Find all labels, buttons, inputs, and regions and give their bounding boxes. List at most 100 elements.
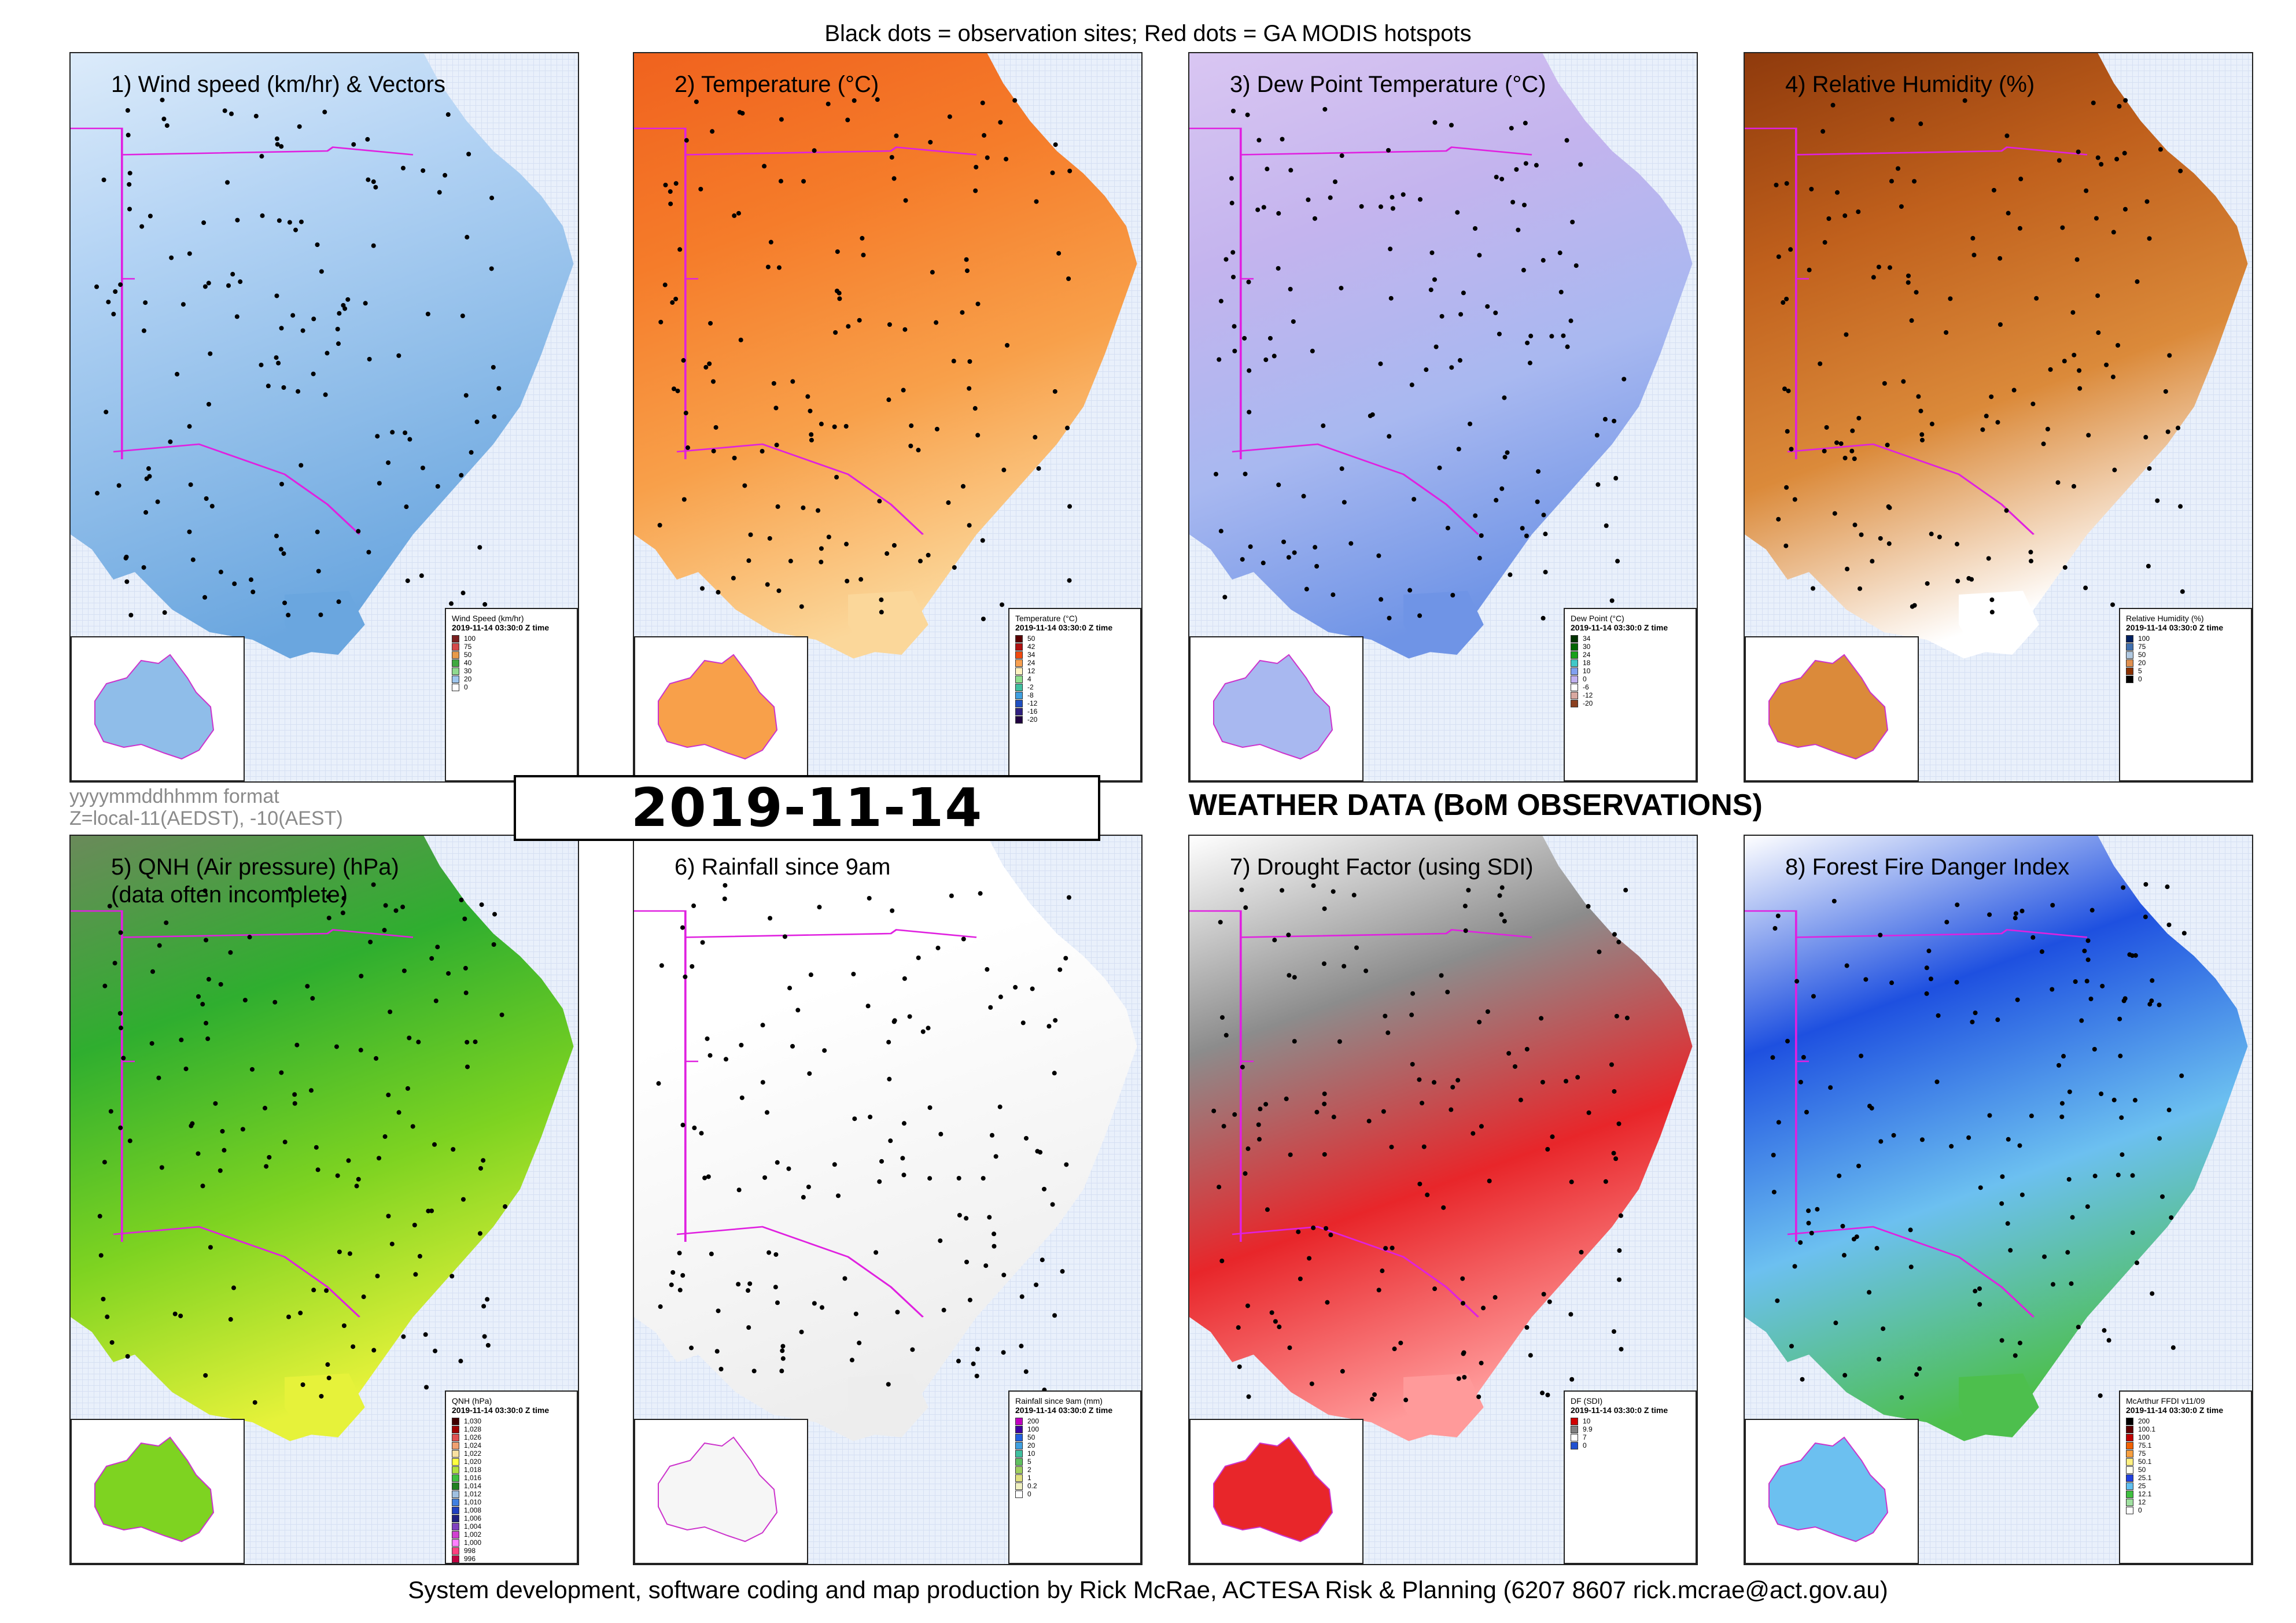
observation-site-dot [180, 302, 186, 307]
observation-site-dot [156, 1075, 161, 1080]
observation-site-dot [1311, 883, 1316, 888]
observation-site-dot [852, 98, 857, 103]
observation-site-dot [1298, 1277, 1303, 1282]
observation-site-dot [809, 437, 814, 442]
observation-site-dot [2065, 1250, 2070, 1255]
observation-site-dot [895, 1310, 900, 1315]
observation-site-dot [351, 1344, 356, 1349]
legend-items: 10 9.9 7 0 [1571, 1417, 1690, 1450]
observation-site-dot [2091, 100, 2096, 105]
observation-site-dot [218, 569, 223, 574]
observation-site-dot [2111, 230, 2116, 235]
observation-site-dot [2077, 386, 2083, 391]
observation-site-dot [846, 324, 851, 329]
legend-swatch [2126, 1507, 2133, 1515]
observation-site-dot [290, 313, 296, 318]
observation-site-dot [819, 422, 824, 427]
legend-label: 100 [2138, 1433, 2150, 1441]
legend-label: 1,002 [464, 1530, 482, 1539]
legend-item: 50 [2126, 1466, 2245, 1474]
observation-site-dot [2015, 997, 2020, 1002]
observation-site-dot [656, 1081, 661, 1086]
observation-site-dot [1499, 176, 1505, 182]
observation-site-dot [809, 432, 814, 437]
observation-site-dot [1844, 332, 1849, 337]
observation-site-dot [1481, 1305, 1486, 1311]
observation-site-dot [168, 439, 173, 444]
observation-site-dot [1230, 108, 1236, 113]
legend-item: 0 [2126, 675, 2245, 684]
observation-site-dot [1267, 335, 1273, 341]
observation-site-dot [961, 936, 966, 942]
observation-site-dot [322, 109, 327, 115]
observation-site-dot [2143, 434, 2148, 440]
observation-site-dot [435, 945, 440, 950]
observation-site-dot [1541, 512, 1546, 518]
observation-site-dot [371, 243, 376, 248]
observation-site-dot [491, 942, 496, 947]
observation-site-dot [1980, 427, 1985, 432]
observation-site-dot [2048, 367, 2053, 372]
inset-australia-map [94, 1436, 215, 1543]
observation-site-dot [424, 1385, 429, 1390]
observation-site-dot [2132, 1098, 2137, 1103]
legend-swatch [2126, 1458, 2133, 1466]
observation-site-dot [469, 450, 474, 455]
mainland-landmass [634, 53, 1137, 659]
observation-site-dot [375, 1274, 380, 1279]
observation-site-dot [351, 142, 356, 147]
mainland-landmass [71, 836, 574, 1441]
observation-site-dot [106, 300, 111, 305]
observation-site-dot [799, 1329, 804, 1334]
observation-site-dot [1510, 200, 1516, 205]
observation-site-dot [1925, 581, 1930, 586]
observation-site-dot [1973, 1010, 1978, 1016]
inset-mainland [1213, 1436, 1333, 1543]
observation-site-dot [389, 1241, 395, 1246]
legend-title: Dew Point (°C) [1571, 614, 1624, 623]
observation-site-dot [1841, 1253, 1847, 1258]
observation-site-dot [1479, 1124, 1484, 1129]
observation-site-dot [405, 578, 410, 584]
observation-site-dot [928, 139, 933, 145]
observation-site-dot [708, 320, 713, 326]
observation-site-dot [367, 356, 372, 362]
observation-site-dot [775, 1300, 780, 1305]
observation-site-dot [2150, 1291, 2155, 1296]
datestamp: 2019-11-14 03:30:0 [514, 775, 1100, 841]
observation-site-dot [462, 916, 467, 921]
state-borders [71, 127, 414, 459]
observation-site-dot [819, 1305, 824, 1310]
legend-swatch [1571, 659, 1578, 667]
observation-site-dot [1389, 1145, 1394, 1150]
observation-site-dot [1291, 319, 1296, 324]
legend-swatch [452, 1426, 459, 1434]
observation-site-dot [1437, 465, 1442, 470]
observation-site-dot [1321, 423, 1326, 429]
observation-site-dot [808, 972, 813, 978]
observation-site-dot [1417, 1077, 1422, 1082]
observation-site-dot [657, 523, 662, 528]
observation-site-dot [139, 224, 145, 229]
observation-site-dot [1342, 964, 1347, 969]
observation-site-dot [281, 385, 286, 390]
map-panel-ffdi: 8) Forest Fire Danger Index McArthur FFDI… [1744, 835, 2253, 1565]
observation-site-dot [1871, 275, 1876, 280]
observation-site-dot [240, 1127, 245, 1132]
observation-site-dot [1502, 455, 1508, 460]
observation-site-dot [1899, 204, 1904, 209]
legend-swatch [1015, 1418, 1023, 1426]
tasmania-landmass [285, 1373, 365, 1437]
legend-label: 9.9 [1583, 1425, 1593, 1433]
observation-site-dot [2157, 1002, 2162, 1008]
observation-site-dot [479, 902, 484, 908]
observation-site-dot [1917, 1366, 1922, 1371]
observation-site-dot [1611, 1150, 1616, 1156]
observation-site-dot [1462, 903, 1468, 909]
legend-swatch [452, 1442, 459, 1450]
state-borders [1189, 910, 1532, 1242]
observation-site-dot [400, 905, 406, 910]
observation-site-dot [1460, 1276, 1465, 1281]
observation-site-dot [2039, 949, 2044, 954]
observation-site-dot [1232, 1112, 1237, 1117]
